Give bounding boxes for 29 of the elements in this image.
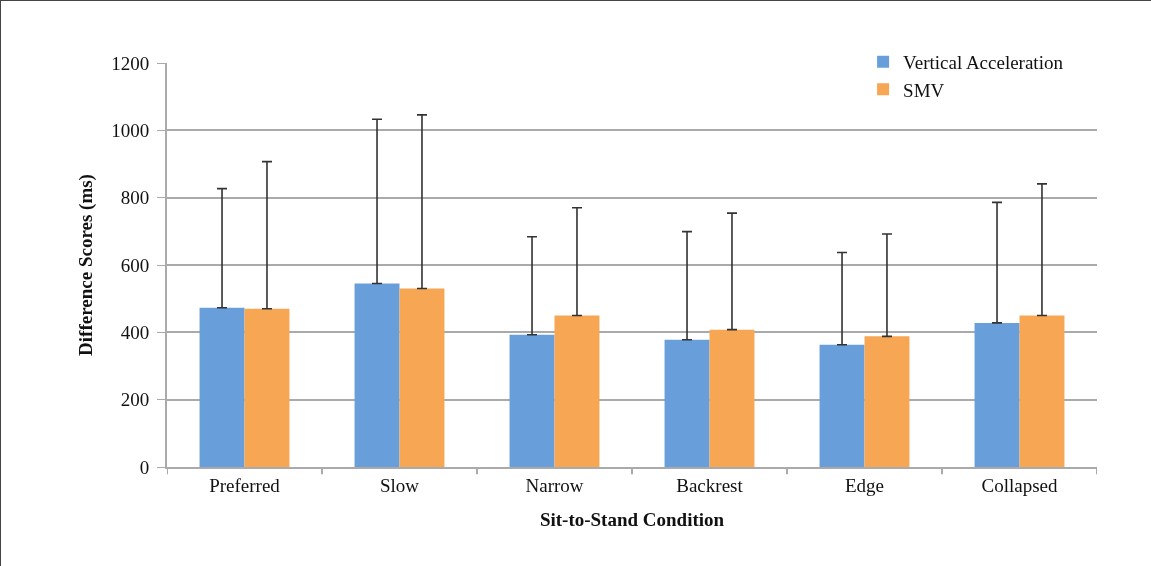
legend-label: SMV [903, 79, 945, 101]
bar [554, 315, 600, 467]
x-axis-title: Sit-to-Stand Condition [539, 509, 725, 531]
bar [1019, 315, 1065, 467]
x-tick-label: Backrest [676, 474, 744, 496]
bar [664, 339, 710, 467]
bar [509, 334, 555, 467]
bar [244, 308, 290, 467]
bar [199, 307, 245, 467]
x-tick-label: Edge [844, 474, 885, 496]
x-tick-label: Narrow [525, 474, 584, 496]
y-tick-label: 400 [120, 321, 150, 343]
y-tick-label: 1200 [111, 52, 150, 74]
x-tick-label: Collapsed [981, 474, 1058, 496]
bar [974, 322, 1020, 467]
legend-label: Vertical Acceleration [903, 52, 1064, 74]
y-tick-label: 0 [139, 456, 150, 478]
bar [819, 344, 865, 467]
x-tick-label: Slow [379, 474, 420, 496]
bar [399, 288, 445, 467]
y-tick-label: 600 [120, 254, 150, 276]
x-tick-label: Preferred [209, 474, 281, 496]
bar [864, 336, 910, 467]
y-tick-label: 200 [120, 389, 150, 411]
y-tick-label: 800 [120, 187, 150, 209]
y-axis-title: Difference Scores (ms) [74, 174, 97, 356]
bar [354, 283, 400, 467]
bar [709, 329, 755, 467]
y-tick-label: 1000 [111, 119, 150, 141]
